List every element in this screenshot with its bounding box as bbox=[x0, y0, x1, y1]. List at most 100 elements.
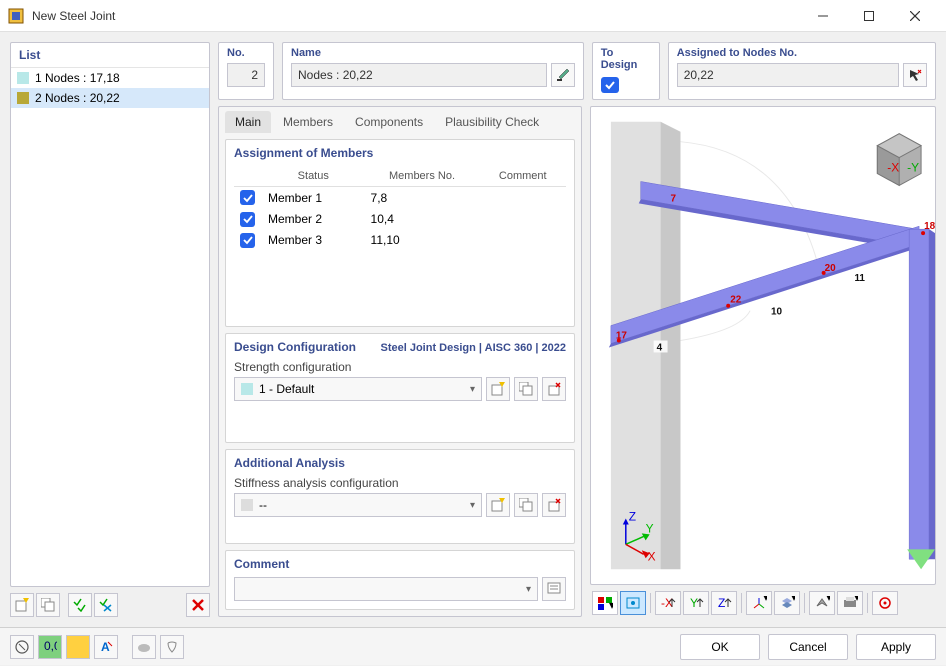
view-render-button[interactable]: ▾ bbox=[809, 591, 835, 615]
view-mode-button[interactable]: ▾ bbox=[592, 591, 618, 615]
strength-combo[interactable]: 1 - Default bbox=[234, 377, 482, 401]
list-item[interactable]: 2 Nodes : 20,22 bbox=[11, 88, 209, 108]
svg-text:▾: ▾ bbox=[854, 596, 858, 604]
beam-label: 4 bbox=[657, 342, 663, 353]
color-button[interactable] bbox=[66, 635, 90, 659]
view-selection-button[interactable] bbox=[620, 591, 646, 615]
table-row[interactable]: Member 210,4 bbox=[234, 208, 566, 229]
col-status: Status bbox=[262, 166, 365, 187]
uncheck-all-button[interactable] bbox=[94, 593, 118, 617]
stiffness-combo[interactable]: -- bbox=[234, 493, 482, 517]
nav-cube[interactable]: -X -Y bbox=[877, 134, 921, 186]
maximize-button[interactable] bbox=[846, 1, 892, 31]
row-checkbox[interactable] bbox=[240, 212, 255, 227]
delete-stiff-button[interactable] bbox=[542, 493, 566, 517]
joint-list: List 1 Nodes : 17,18 2 Nodes : 20,22 bbox=[10, 42, 210, 587]
list-header: List bbox=[11, 43, 209, 68]
apply-button[interactable]: Apply bbox=[856, 634, 936, 660]
assigned-nodes-group: Assigned to Nodes No. bbox=[668, 42, 936, 100]
list-item-label: 2 Nodes : 20,22 bbox=[35, 91, 120, 105]
cloud-button[interactable] bbox=[132, 635, 156, 659]
edit-stiff-button[interactable] bbox=[514, 493, 538, 517]
svg-text:-Y: -Y bbox=[907, 161, 919, 175]
3d-viewport[interactable]: -X -Y Z Y X 7 18 20 11 bbox=[590, 106, 936, 585]
comment-combo[interactable] bbox=[234, 577, 538, 601]
name-input[interactable] bbox=[291, 63, 547, 87]
no-input[interactable] bbox=[227, 63, 265, 87]
assignment-section: Assignment of Members Status Members No.… bbox=[225, 139, 575, 327]
edit-config-button[interactable] bbox=[514, 377, 538, 401]
assigned-nodes-input[interactable] bbox=[677, 63, 899, 87]
tab-plausibility[interactable]: Plausibility Check bbox=[435, 111, 549, 133]
color-swatch bbox=[17, 92, 29, 104]
delete-button[interactable] bbox=[186, 593, 210, 617]
pick-nodes-button[interactable] bbox=[903, 63, 927, 87]
name-group: Name bbox=[282, 42, 584, 100]
tab-components[interactable]: Components bbox=[345, 111, 433, 133]
view-iso-button[interactable]: ▾ bbox=[746, 591, 772, 615]
name-label: Name bbox=[291, 47, 575, 59]
no-group: No. bbox=[218, 42, 274, 100]
new-button[interactable] bbox=[10, 593, 34, 617]
view-layers-button[interactable]: ▾ bbox=[774, 591, 800, 615]
view-y-button[interactable]: Y bbox=[683, 591, 709, 615]
help-button[interactable] bbox=[10, 635, 34, 659]
app-icon bbox=[8, 8, 24, 24]
design-config-section: Design Configuration Steel Joint Design … bbox=[225, 333, 575, 443]
svg-text:▾: ▾ bbox=[826, 596, 830, 604]
beam-label: 10 bbox=[771, 307, 783, 318]
row-checkbox[interactable] bbox=[240, 190, 255, 205]
node-label: 18 bbox=[924, 221, 935, 232]
svg-text:Y: Y bbox=[646, 521, 654, 535]
row-checkbox[interactable] bbox=[240, 233, 255, 248]
view-print-button[interactable]: ▾ bbox=[837, 591, 863, 615]
members-table: Status Members No. Comment Member 17,8 M… bbox=[234, 166, 566, 251]
svg-text:▾: ▾ bbox=[763, 596, 767, 604]
cancel-button[interactable]: Cancel bbox=[768, 634, 848, 660]
beam-label: 11 bbox=[854, 273, 865, 284]
edit-name-button[interactable] bbox=[551, 63, 575, 87]
view-target-button[interactable] bbox=[872, 591, 898, 615]
svg-text:0,00: 0,00 bbox=[44, 640, 57, 653]
section-title: Comment bbox=[234, 557, 289, 571]
list-item[interactable]: 1 Nodes : 17,18 bbox=[11, 68, 209, 88]
viewport-toolbar: ▾ -X Y Z ▾ ▾ ▾ ▾ bbox=[590, 589, 936, 617]
to-design-group: To Design bbox=[592, 42, 660, 100]
stiffness-label: Stiffness analysis configuration bbox=[234, 476, 566, 490]
tab-members[interactable]: Members bbox=[273, 111, 343, 133]
delete-config-button[interactable] bbox=[542, 377, 566, 401]
close-button[interactable] bbox=[892, 1, 938, 31]
script-button[interactable] bbox=[160, 635, 184, 659]
title-bar: New Steel Joint bbox=[0, 0, 946, 32]
section-title: Assignment of Members bbox=[234, 146, 373, 160]
ok-button[interactable]: OK bbox=[680, 634, 760, 660]
table-row[interactable]: Member 17,8 bbox=[234, 187, 566, 209]
list-item-label: 1 Nodes : 17,18 bbox=[35, 71, 120, 85]
comment-edit-button[interactable] bbox=[542, 577, 566, 601]
design-standard: Steel Joint Design | AISC 360 | 2022 bbox=[381, 342, 567, 354]
minimize-button[interactable] bbox=[800, 1, 846, 31]
svg-text:Z: Z bbox=[629, 509, 636, 523]
comment-section: Comment bbox=[225, 550, 575, 610]
window-title: New Steel Joint bbox=[32, 9, 800, 23]
col-members-no: Members No. bbox=[365, 166, 480, 187]
svg-text:Z: Z bbox=[718, 596, 725, 610]
to-design-label: To Design bbox=[601, 47, 651, 71]
copy-button[interactable] bbox=[36, 593, 60, 617]
tab-main[interactable]: Main bbox=[225, 111, 271, 133]
section-title: Design Configuration bbox=[234, 340, 356, 354]
svg-text:X: X bbox=[648, 549, 656, 563]
color-swatch bbox=[241, 383, 253, 395]
check-all-button[interactable] bbox=[68, 593, 92, 617]
tabs-bar: Main Members Components Plausibility Che… bbox=[219, 107, 581, 133]
new-config-button[interactable] bbox=[486, 377, 510, 401]
units-button[interactable]: 0,00 bbox=[38, 635, 62, 659]
to-design-checkbox[interactable] bbox=[601, 77, 619, 93]
svg-text:Y: Y bbox=[690, 596, 698, 610]
svg-text:-X: -X bbox=[661, 596, 673, 610]
new-stiff-button[interactable] bbox=[486, 493, 510, 517]
table-row[interactable]: Member 311,10 bbox=[234, 230, 566, 251]
font-button[interactable]: A bbox=[94, 635, 118, 659]
view-x-button[interactable]: -X bbox=[655, 591, 681, 615]
view-z-button[interactable]: Z bbox=[711, 591, 737, 615]
